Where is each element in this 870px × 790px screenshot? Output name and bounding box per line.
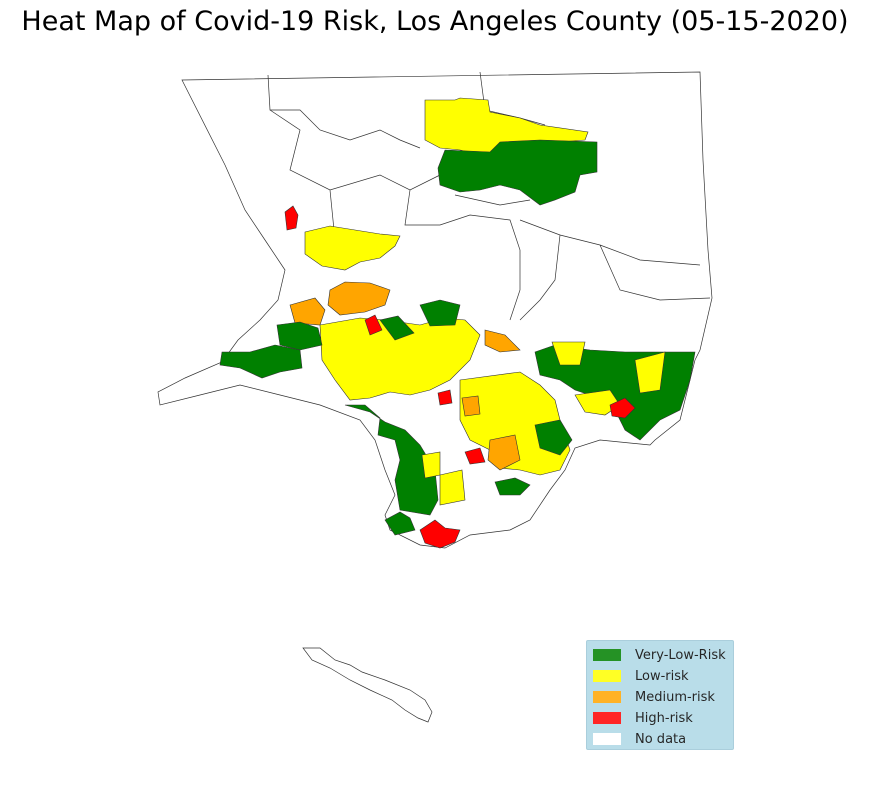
region-medium-south: [487, 434, 521, 471]
legend-item-high: High-risk: [593, 709, 693, 727]
legend-label: Medium-risk: [635, 689, 715, 705]
region-verylow-north: [437, 139, 598, 206]
legend-item-very-low: Very-Low-Risk: [593, 646, 726, 664]
region-high-nw: [284, 205, 299, 231]
region-low-east2: [634, 351, 666, 394]
region-verylow-west: [219, 344, 303, 379]
legend-item-low: Low-risk: [593, 667, 689, 685]
region-verylow-south: [534, 419, 573, 456]
swatch-no-data: [593, 733, 621, 745]
swatch-medium: [593, 691, 621, 703]
region-medium-east: [484, 329, 521, 353]
region-verylow-center: [379, 315, 415, 341]
region-high-central2: [437, 389, 453, 406]
legend-item-medium: Medium-risk: [593, 688, 715, 706]
region-medium-sfv: [327, 281, 391, 316]
region-low-east: [551, 341, 586, 366]
region-verylow-ne: [419, 299, 461, 327]
region-verylow-west2: [276, 321, 323, 351]
region-high-sp: [419, 519, 461, 549]
region-medium-south2: [461, 395, 481, 417]
legend-label: High-risk: [635, 710, 693, 726]
legend-label: Low-risk: [635, 668, 689, 684]
region-verylow-pv: [384, 511, 416, 536]
catalina-island: [302, 647, 433, 723]
legend-item-no-data: No data: [593, 730, 686, 748]
region-low-central: [319, 317, 481, 401]
region-low-south: [459, 371, 571, 476]
region-high-south: [464, 447, 486, 465]
swatch-very-low: [593, 649, 621, 661]
region-low-nw: [304, 225, 401, 271]
legend: Very-Low-Risk Low-risk Medium-risk High-…: [586, 640, 734, 750]
map-title: Heat Map of Covid-19 Risk, Los Angeles C…: [21, 6, 849, 37]
region-medium-sfv2: [289, 297, 326, 326]
region-low-sw2: [439, 469, 466, 506]
region-high-central: [364, 314, 383, 336]
region-low-sw: [421, 451, 441, 479]
legend-label: Very-Low-Risk: [635, 647, 726, 663]
region-verylow-lb: [494, 477, 531, 496]
region-high-east: [609, 397, 636, 419]
legend-label: No data: [635, 731, 687, 747]
region-verylow-sw: [344, 404, 439, 516]
swatch-high: [593, 712, 621, 724]
swatch-low: [593, 670, 621, 682]
